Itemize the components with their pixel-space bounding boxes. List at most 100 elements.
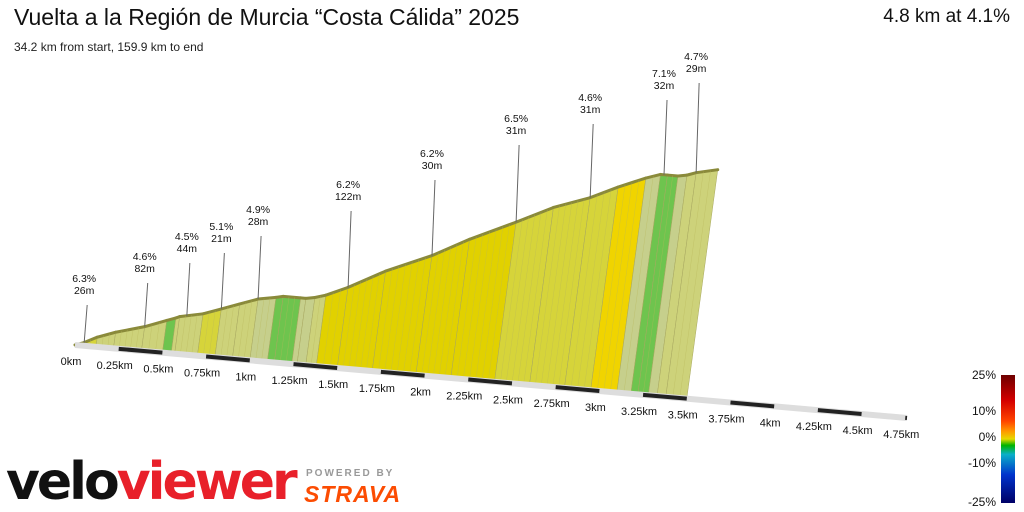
x-tick-label: 1km — [235, 371, 256, 383]
segment-grade: 4.6% — [133, 251, 157, 263]
segment-leader — [695, 82, 700, 173]
base-dash — [293, 362, 338, 370]
profile-gridline — [310, 296, 321, 366]
profile-gridline — [354, 279, 368, 370]
profile-gridline — [403, 259, 419, 374]
profile-ridge — [694, 168, 720, 175]
profile-gridline — [384, 266, 400, 373]
climb-summary: 4.8 km at 4.1% — [883, 6, 1010, 27]
x-tick-label: 3.5km — [668, 410, 698, 422]
profile-gridline — [378, 268, 393, 372]
profile-gridline — [148, 324, 153, 352]
segment-grade: 4.5% — [175, 231, 199, 243]
profile-gridline — [124, 329, 128, 350]
base-dash — [730, 400, 775, 409]
profile-gridline — [444, 241, 464, 378]
profile-gridline — [469, 231, 490, 380]
profile-gridline — [558, 199, 585, 388]
profile-gridline — [540, 204, 566, 386]
segment-distance: 32m — [654, 80, 675, 92]
profile-gridline — [642, 175, 673, 395]
segment-distance: 31m — [580, 104, 601, 116]
x-tick-label: 4.25km — [796, 421, 832, 433]
profile-gridline — [329, 289, 341, 368]
x-tick-label: 0.25km — [97, 360, 133, 372]
x-tick-label: 1.75km — [359, 383, 395, 395]
segment-grade: 6.2% — [336, 179, 360, 191]
profile-gridline — [261, 297, 271, 362]
profile-ridge — [384, 254, 434, 273]
profile-gridline — [155, 322, 160, 353]
segment-leader — [186, 262, 191, 316]
profile-gridline — [500, 219, 523, 383]
x-tick-label: 1.5km — [318, 379, 348, 391]
legend-tick-label: 0% — [979, 430, 997, 444]
segment-grade: 5.1% — [209, 221, 233, 233]
x-tick-label: 1.25km — [271, 375, 307, 387]
profile-gridline — [285, 297, 296, 364]
legend-tick-label: 10% — [972, 404, 996, 418]
profile-gridline — [135, 327, 140, 351]
profile-gridline — [226, 305, 234, 359]
profile-gridline — [596, 184, 626, 391]
segment-distance: 28m — [248, 216, 269, 228]
segment-distance: 31m — [506, 125, 527, 137]
profile-ridge — [114, 325, 147, 334]
segment-distance: 122m — [335, 191, 362, 203]
profile-gridline — [409, 257, 426, 375]
profile-gridline — [237, 302, 247, 360]
segment-leader — [347, 210, 352, 288]
profile-gridline — [421, 252, 439, 376]
x-tick-label: 0km — [61, 356, 82, 368]
x-tick-label: 4.5km — [843, 425, 873, 437]
veloviewer-logo: veloviewer — [6, 452, 298, 512]
profile-gridline — [552, 200, 579, 387]
profile-ridge — [685, 171, 698, 177]
profile-gridline — [535, 205, 560, 386]
profile-gridline — [279, 296, 290, 364]
segment-leader — [220, 252, 225, 309]
base-dash — [380, 369, 425, 378]
segment-leader — [431, 179, 436, 256]
profile-gridline — [390, 264, 406, 373]
profile-ridge — [82, 335, 99, 345]
profile-ridge — [256, 295, 278, 301]
legend-tick-label: 25% — [972, 368, 996, 382]
logo-velo: velo — [6, 452, 120, 512]
profile-gridline — [603, 182, 633, 392]
profile-ridge — [95, 330, 118, 339]
segment-distance: 21m — [211, 233, 232, 245]
x-tick-label: 2.25km — [446, 391, 482, 403]
base-dash — [205, 354, 250, 363]
profile-ridge — [165, 316, 178, 322]
profile-gridline — [570, 194, 598, 389]
profile-gridline — [577, 192, 605, 390]
profile-gridline — [342, 284, 355, 369]
profile-gridline — [511, 214, 535, 384]
profile-ridge — [143, 318, 169, 329]
legend-tick-label: -25% — [968, 495, 996, 509]
x-tick-label: 3km — [585, 402, 606, 414]
segment-distance: 30m — [422, 160, 443, 172]
profile-ridge — [201, 307, 223, 316]
profile-gridline — [202, 312, 210, 357]
legend-tick-label: -10% — [968, 456, 996, 470]
profile-gridline — [208, 310, 216, 357]
x-tick-label: 3.25km — [621, 406, 657, 418]
profile-gridline — [463, 234, 484, 380]
profile-gridline — [488, 224, 510, 382]
profile-ridge — [219, 302, 242, 311]
profile-gridline — [481, 227, 504, 381]
profile-gridline — [672, 171, 704, 398]
profile-gridline — [505, 217, 529, 383]
segment-labels: 6.3%26m4.6%82m4.5%44m5.1%21m4.9%28m6.2%1… — [72, 51, 708, 343]
logo-viewer: viewer — [116, 452, 298, 512]
profile-gridline — [456, 236, 477, 379]
segment-grade: 4.9% — [246, 204, 270, 216]
grade-legend: 25% 10% 0% -10% -25% — [968, 368, 1015, 509]
x-tick-label: 2km — [410, 387, 431, 399]
segment-leader — [589, 123, 594, 198]
base-dash — [555, 385, 600, 394]
profile-gridline — [679, 170, 711, 399]
